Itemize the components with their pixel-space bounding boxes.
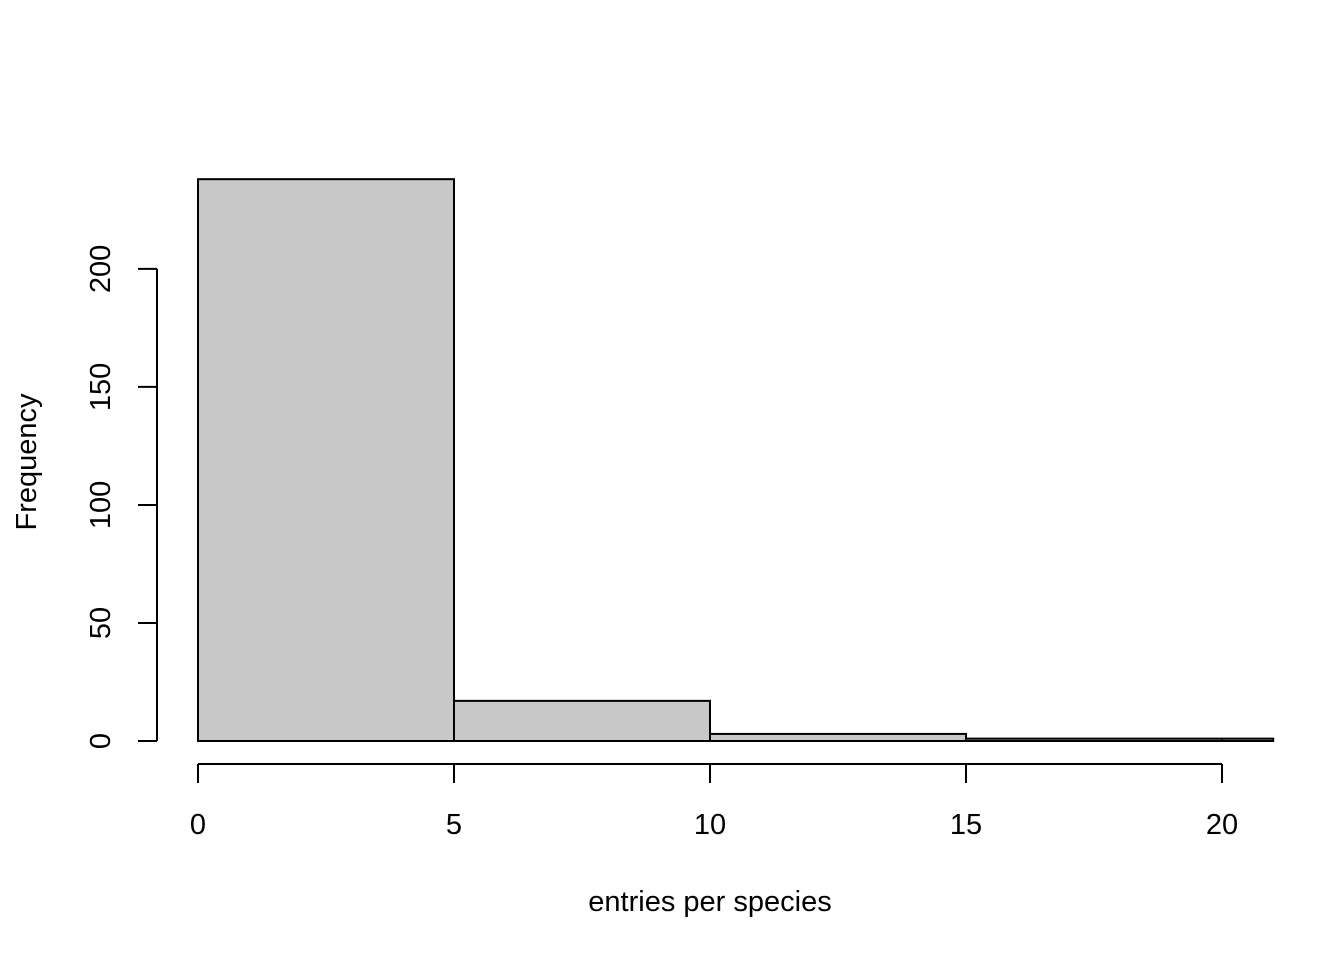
y-tick-label: 200: [85, 245, 117, 293]
histogram-bar-3: [965, 737, 1223, 743]
histogram-bar-2: [709, 732, 967, 743]
x-tick-label: 0: [190, 809, 206, 841]
x-tick-label: 5: [446, 809, 462, 841]
y-tick-label: 100: [85, 481, 117, 529]
x-axis: 0 5 10 15 20: [190, 763, 1238, 841]
y-tick-label: 150: [85, 363, 117, 411]
histogram-bars: [197, 178, 1275, 743]
y-axis: 0 50 100 150 200: [85, 245, 158, 749]
y-tick-label: 0: [85, 733, 117, 749]
x-tick-label: 10: [694, 809, 726, 841]
x-tick-label: 20: [1206, 809, 1238, 841]
x-axis-title: entries per species: [588, 886, 831, 918]
y-tick-label: 50: [85, 607, 117, 639]
y-axis-title: Frequency: [11, 393, 43, 531]
histogram-bar-0: [197, 178, 455, 743]
histogram-bar-1: [453, 699, 711, 743]
histogram-bar-4: [1221, 737, 1275, 743]
x-tick-label: 15: [950, 809, 982, 841]
